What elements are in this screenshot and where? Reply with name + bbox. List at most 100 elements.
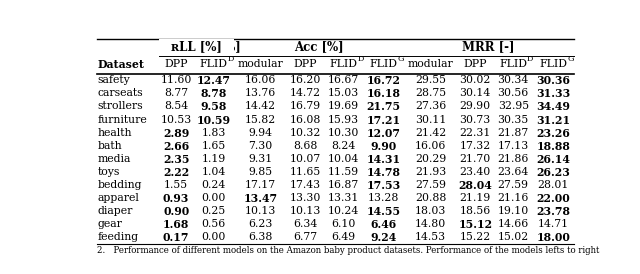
Text: 6.49: 6.49: [331, 232, 355, 242]
Text: LL [%]: LL [%]: [198, 40, 241, 53]
Text: 16.08: 16.08: [289, 115, 321, 124]
Text: 22.31: 22.31: [460, 128, 491, 138]
Text: 13.47: 13.47: [243, 193, 278, 204]
Text: 28.01: 28.01: [538, 180, 569, 190]
Text: 14.31: 14.31: [366, 154, 401, 165]
Text: 15.02: 15.02: [497, 232, 529, 242]
Text: G: G: [567, 55, 574, 63]
Text: 10.13: 10.13: [289, 206, 321, 216]
Text: 28.04: 28.04: [458, 180, 492, 191]
Text: 10.30: 10.30: [328, 128, 359, 138]
Text: 15.12: 15.12: [458, 219, 492, 230]
Text: 16.06: 16.06: [245, 75, 276, 85]
Text: 21.75: 21.75: [366, 101, 401, 112]
Text: 0.17: 0.17: [163, 232, 189, 243]
Text: 16.06: 16.06: [415, 141, 446, 151]
Text: 15.03: 15.03: [328, 89, 359, 98]
Text: 0.90: 0.90: [163, 206, 189, 217]
Text: D: D: [227, 55, 234, 63]
Text: 1.68: 1.68: [163, 219, 189, 230]
Text: 14.55: 14.55: [366, 206, 401, 217]
Text: G: G: [397, 55, 404, 63]
Text: MRR [-]: MRR [-]: [462, 40, 515, 53]
Text: D: D: [527, 55, 534, 63]
Text: 10.53: 10.53: [161, 115, 192, 124]
Text: 23.64: 23.64: [497, 167, 529, 177]
Text: 30.35: 30.35: [497, 115, 529, 124]
Text: 8.78: 8.78: [200, 89, 227, 99]
Text: 16.79: 16.79: [290, 101, 321, 112]
Text: furniture: furniture: [97, 115, 147, 124]
Text: 0.24: 0.24: [202, 180, 226, 190]
Text: feeding: feeding: [97, 232, 138, 242]
Text: 2.66: 2.66: [163, 141, 189, 152]
Text: 13.28: 13.28: [368, 193, 399, 203]
Text: 15.93: 15.93: [328, 115, 359, 124]
Text: strollers: strollers: [97, 101, 143, 112]
Text: 22.00: 22.00: [536, 193, 570, 204]
Text: DPP: DPP: [463, 59, 487, 69]
Text: r: r: [194, 40, 199, 49]
Text: 1.65: 1.65: [202, 141, 226, 151]
Text: 10.32: 10.32: [289, 128, 321, 138]
Text: 6.77: 6.77: [293, 232, 317, 242]
Text: 1.04: 1.04: [202, 167, 226, 177]
Text: 12.47: 12.47: [196, 75, 230, 86]
Text: 0.25: 0.25: [202, 206, 226, 216]
Text: 34.49: 34.49: [536, 101, 570, 112]
Text: 11.59: 11.59: [328, 167, 359, 177]
Text: 26.14: 26.14: [536, 154, 570, 165]
Text: 17.13: 17.13: [497, 141, 529, 151]
Text: 30.11: 30.11: [415, 115, 446, 124]
Text: 13.76: 13.76: [245, 89, 276, 98]
Text: 6.23: 6.23: [248, 219, 273, 229]
Text: 30.14: 30.14: [460, 89, 491, 98]
Text: 31.33: 31.33: [536, 89, 570, 99]
Text: Acc [%]: Acc [%]: [294, 40, 344, 53]
Text: 20.88: 20.88: [415, 193, 446, 203]
Text: 6.38: 6.38: [248, 232, 273, 242]
Text: 2.22: 2.22: [163, 167, 189, 178]
Text: 6.46: 6.46: [371, 219, 397, 230]
Text: gear: gear: [97, 219, 122, 229]
Text: 8.24: 8.24: [331, 141, 355, 151]
Text: 16.67: 16.67: [328, 75, 359, 85]
Text: modular: modular: [237, 59, 284, 69]
Text: FLID: FLID: [540, 59, 568, 69]
Text: 16.20: 16.20: [289, 75, 321, 85]
Text: FLID: FLID: [329, 59, 357, 69]
Text: media: media: [97, 154, 131, 164]
Text: 18.56: 18.56: [460, 206, 491, 216]
Text: diaper: diaper: [97, 206, 132, 216]
Text: 14.66: 14.66: [497, 219, 529, 229]
Text: 30.36: 30.36: [536, 75, 570, 86]
Text: 28.75: 28.75: [415, 89, 446, 98]
Text: 27.59: 27.59: [498, 180, 529, 190]
Text: 1.19: 1.19: [202, 154, 226, 164]
Text: 19.10: 19.10: [497, 206, 529, 216]
Text: modular: modular: [408, 59, 453, 69]
Text: 9.90: 9.90: [371, 141, 397, 152]
Text: DPP: DPP: [164, 59, 188, 69]
Text: 21.19: 21.19: [460, 193, 491, 203]
Text: 0.56: 0.56: [202, 219, 226, 229]
Text: 9.31: 9.31: [248, 154, 273, 164]
Text: 2.89: 2.89: [163, 128, 189, 139]
Text: 2.35: 2.35: [163, 154, 189, 165]
Text: FLID: FLID: [200, 59, 227, 69]
Text: 19.69: 19.69: [328, 101, 359, 112]
Text: 6.34: 6.34: [293, 219, 317, 229]
Text: 8.77: 8.77: [164, 89, 188, 98]
Text: DPP: DPP: [294, 59, 317, 69]
Text: 30.02: 30.02: [460, 75, 491, 85]
Text: 11.65: 11.65: [290, 167, 321, 177]
Text: 31.21: 31.21: [536, 115, 570, 125]
Text: D: D: [357, 55, 364, 63]
Text: 10.04: 10.04: [328, 154, 359, 164]
Text: 17.53: 17.53: [366, 180, 401, 191]
Text: 21.42: 21.42: [415, 128, 446, 138]
Text: 16.18: 16.18: [367, 89, 401, 99]
Text: 21.70: 21.70: [460, 154, 491, 164]
Text: 2.   Performance of different models on the Amazon baby product datasets. Perfor: 2. Performance of different models on th…: [97, 246, 600, 255]
Text: Dataset: Dataset: [97, 59, 145, 70]
